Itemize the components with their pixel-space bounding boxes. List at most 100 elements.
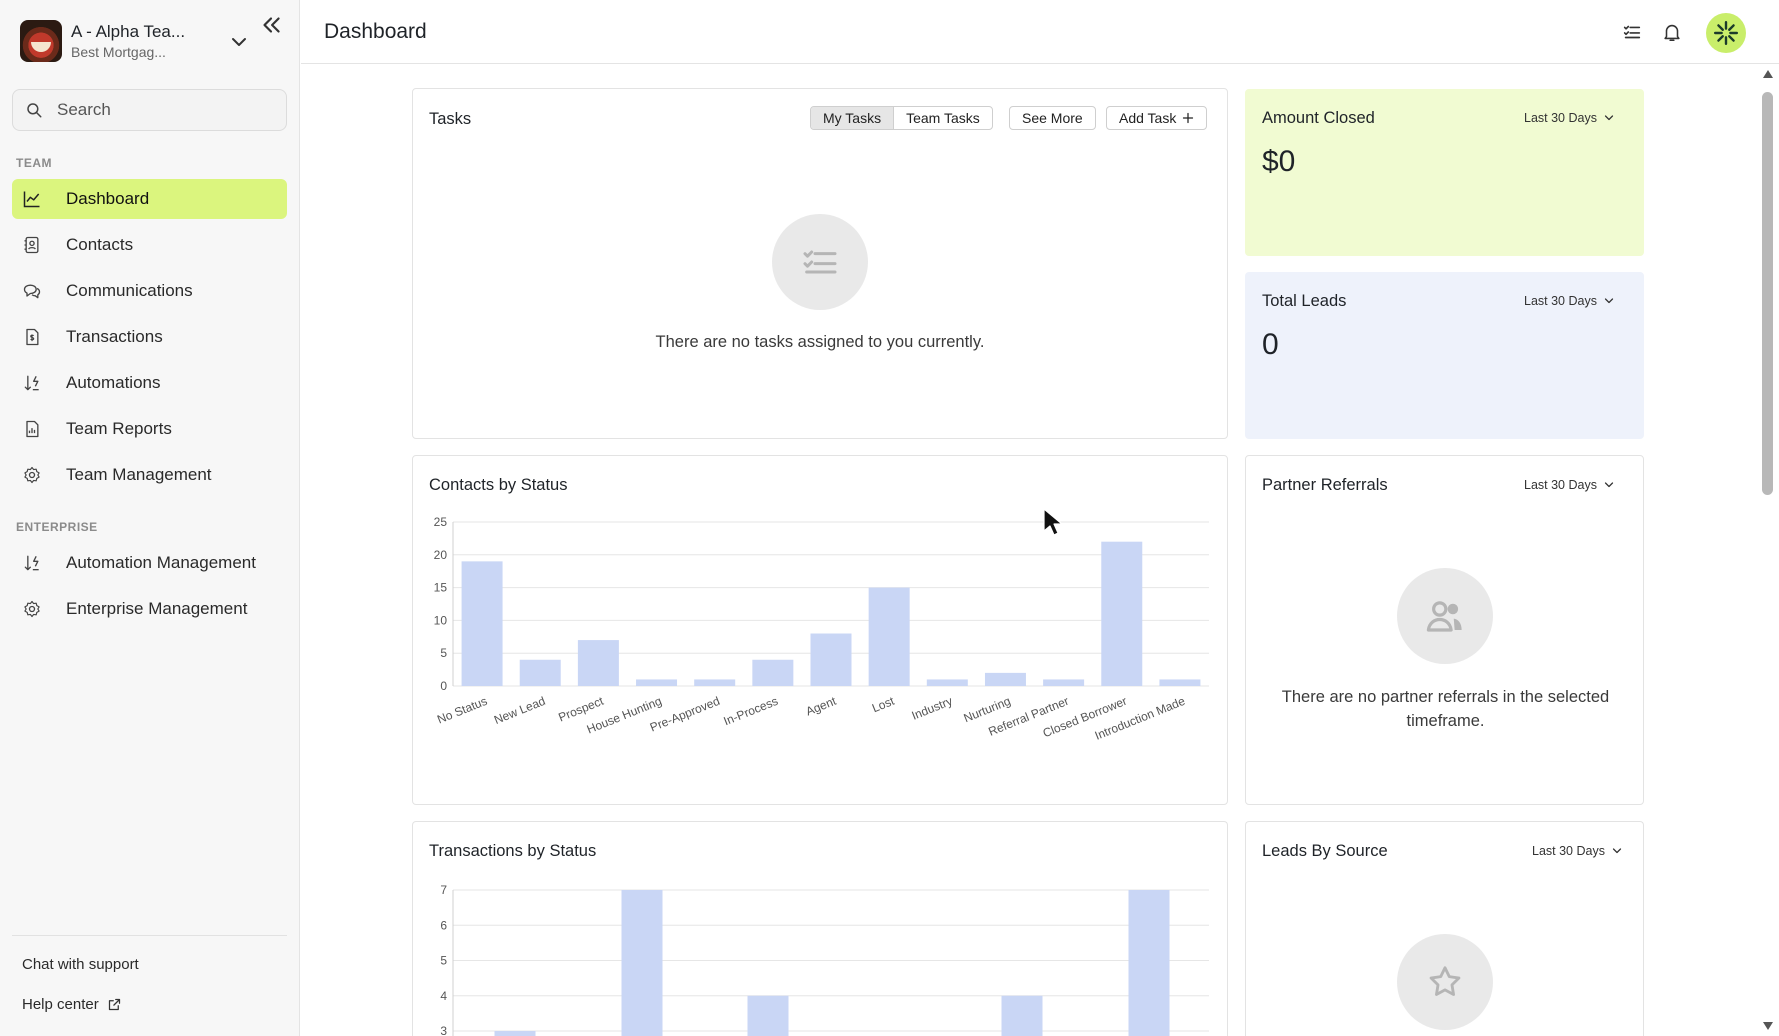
plus-icon [1183,112,1194,124]
contacts-chart-title: Contacts by Status [429,476,568,494]
amount-closed-title: Amount Closed [1262,109,1375,127]
team-tasks-button[interactable]: Team Tasks [906,110,980,126]
chart-line-icon [23,191,40,208]
sidebar-item-label: Team Reports [66,419,172,438]
bar [752,659,794,686]
external-link-icon [108,998,120,1011]
y-tick-label: 4 [440,989,447,1003]
add-task-button[interactable]: Add Task [1106,106,1208,130]
x-tick-label: New Lead [492,694,547,727]
range-label: Last 30 Days [1532,844,1605,858]
sidebar-item-automation-management[interactable]: Automation Management [12,543,287,583]
x-tick-label: In-Process [722,694,780,728]
total-leads-value: 0 [1262,328,1279,361]
y-tick-label: 20 [434,548,448,562]
sidebar-item-contacts[interactable]: Contacts [12,225,287,265]
bell-icon[interactable] [1661,21,1683,43]
scrollbar-thumb[interactable] [1762,92,1773,495]
task-list-icon[interactable] [1621,21,1643,43]
search-box[interactable] [12,89,287,131]
y-tick-label: 0 [440,679,447,693]
see-more-label: See More [1022,110,1083,126]
checklist-icon [803,250,837,274]
chevron-down-icon [1604,298,1614,304]
tasks-title: Tasks [429,110,472,128]
tasks-empty-message: There are no tasks assigned to you curre… [655,333,985,351]
x-tick-label: No Status [435,694,489,727]
enterprise-section-label: ENTERPRISE [16,520,98,534]
user-avatar[interactable] [1706,13,1746,53]
help-center-link[interactable]: Help center [22,996,122,1013]
partner-referrals-empty-message: There are no partner referrals in the se… [1256,685,1635,733]
burst-logo-icon [1713,20,1739,46]
divider [12,935,287,936]
sidebar-item-dashboard[interactable]: Dashboard [12,179,287,219]
scroll-down-arrow-icon[interactable] [1763,1022,1773,1030]
range-label: Last 30 Days [1524,478,1597,492]
sidebar-item-team-reports[interactable]: Team Reports [12,409,287,449]
document-dollar-icon [26,328,39,346]
y-tick-label: 5 [440,646,447,660]
partner-referrals-card: Partner Referrals Last 30 Days There are… [1245,455,1644,805]
main-scrollbar[interactable] [1760,68,1776,1036]
partner-referrals-range-dropdown[interactable]: Last 30 Days [1524,478,1615,492]
bar [1101,541,1143,686]
y-tick-label: 3 [440,1024,447,1036]
sidebar-item-automations[interactable]: Automations [12,363,287,403]
team-section-label: TEAM [16,156,52,170]
total-leads-range-dropdown[interactable]: Last 30 Days [1524,294,1615,308]
transactions-chart-title: Transactions by Status [429,842,597,860]
sidebar-item-team-management[interactable]: Team Management [12,455,287,495]
add-task-label: Add Task [1119,110,1177,126]
sidebar-item-communications[interactable]: Communications [12,271,287,311]
bar [1043,679,1085,686]
bar [984,672,1026,686]
sidebar-item-label: Dashboard [66,189,150,208]
sidebar-item-label: Enterprise Management [66,599,248,618]
bar [810,633,852,686]
bar [636,679,678,686]
bar [577,640,619,686]
gear-icon [24,600,40,618]
bar [868,587,910,686]
sidebar-item-transactions[interactable]: Transactions [12,317,287,357]
org-switcher[interactable]: A - Alpha Tea... Best Mortgag... [20,18,290,64]
chevron-down-icon [1604,482,1614,488]
empty-line-2: timeframe. [1406,712,1485,730]
collapse-sidebar-icon[interactable] [258,12,284,38]
bar [1159,679,1201,686]
chat-support-link[interactable]: Chat with support [22,956,139,973]
total-leads-card: Total Leads Last 30 Days 0 [1245,272,1644,439]
y-tick-label: 7 [440,883,447,897]
chevron-down-icon[interactable] [227,30,251,54]
top-header: Dashboard [301,0,1779,64]
sidebar-item-enterprise-management[interactable]: Enterprise Management [12,589,287,629]
org-avatar [20,20,62,62]
empty-line-1: There are no partner referrals in the se… [1281,688,1610,706]
y-tick-label: 25 [434,515,448,529]
chevron-down-icon [1612,848,1622,854]
gear-icon [24,466,40,484]
sidebar-item-label: Team Management [66,465,212,484]
contacts-by-status-card: Contacts by Status 0 5 10 15 20 25 No Status Ne… [412,455,1228,805]
y-tick-label: 15 [434,581,448,595]
leads-by-source-range-dropdown[interactable]: Last 30 Days [1532,844,1623,858]
leads-by-source-card: Leads By Source Last 30 Days [1245,821,1644,1036]
org-subtitle: Best Mortgag... [71,44,166,60]
see-more-button[interactable]: See More [1009,106,1096,130]
total-leads-title: Total Leads [1262,292,1347,310]
amount-closed-range-dropdown[interactable]: Last 30 Days [1524,111,1615,125]
sidebar-item-label: Communications [66,281,193,300]
empty-tasks-illustration [772,214,868,310]
bar [926,679,968,686]
scroll-up-arrow-icon[interactable] [1763,70,1773,78]
sidebar-item-label: Automations [66,373,161,392]
y-tick-label: 5 [440,954,447,968]
amount-closed-card: Amount Closed Last 30 Days $0 [1245,89,1644,256]
bar [747,995,789,1036]
transactions-by-status-card: Transactions by Status 3 4 5 6 7 [412,821,1228,1036]
my-tasks-button[interactable]: My Tasks [811,107,895,129]
search-input[interactable] [57,100,257,120]
sidebar: A - Alpha Tea... Best Mortgag... TEAM Da… [0,0,300,1036]
